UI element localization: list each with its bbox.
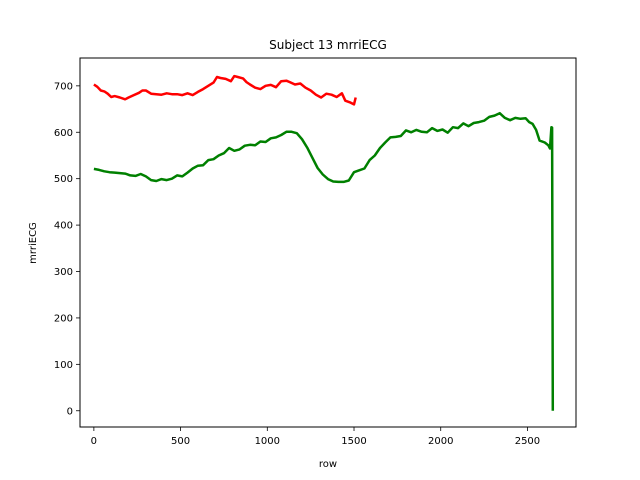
x-tick-label: 1000 [255,436,280,447]
y-tick-label: 600 [54,128,73,139]
x-tick-label: 500 [171,436,190,447]
y-axis: 0 100 200 300 400 500 600 700 [54,81,80,417]
series-line-1 [93,74,357,106]
y-tick-label: 100 [54,360,73,371]
x-tick-label: 2000 [428,436,453,447]
series-line-2 [93,111,555,411]
y-axis-label: mrriECG [28,222,39,264]
x-axis-label: row [319,459,337,470]
y-tick-label: 400 [54,221,73,232]
x-tick-label: 0 [91,436,97,447]
y-tick-label: 500 [54,174,73,185]
y-tick-label: 300 [54,267,73,278]
y-tick-label: 200 [54,313,73,324]
chart-title: Subject 13 mrriECG [269,38,387,52]
x-tick-label: 1500 [341,436,366,447]
plot-frame [79,57,577,428]
x-tick-label: 2500 [515,436,540,447]
x-axis: 0 500 1000 1500 2000 2500 [91,427,540,447]
series-layer [93,74,555,411]
y-tick-label: 700 [54,81,73,92]
y-tick-label: 0 [67,406,73,417]
